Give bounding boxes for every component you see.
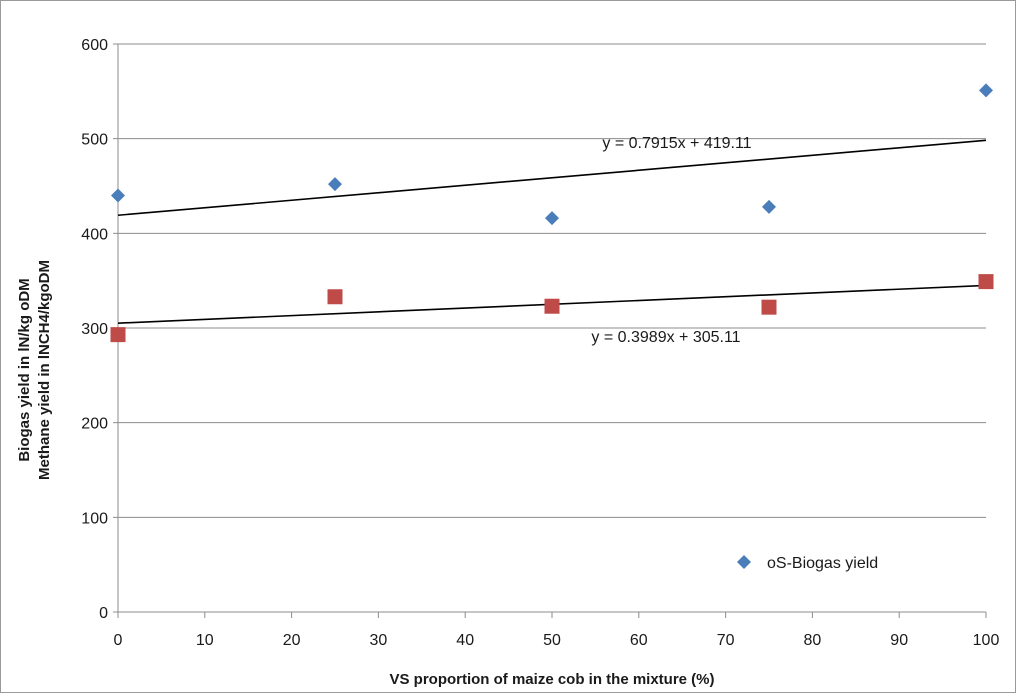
legend-label: oS-Biogas yield <box>767 555 878 572</box>
tick-labels: 0 100 200 300 400 500 600 0 10 20 30 40 50 60 70 80 90 10… <box>81 37 999 649</box>
methane-point <box>544 298 560 314</box>
y-axis-title: Biogas yield in lN/kg oDM Methane yield … <box>16 260 53 480</box>
legend: oS-Biogas yield <box>737 555 878 572</box>
biogas-point <box>545 211 559 226</box>
y-tick-label: 0 <box>99 605 108 622</box>
axes <box>113 43 987 618</box>
x-tick-label: 90 <box>890 632 908 649</box>
trendline-equation-methane: y = 0.3989x + 305.11 <box>591 329 740 346</box>
y-tick-label: 400 <box>81 226 108 243</box>
biogas-point <box>979 83 993 98</box>
x-tick-label: 10 <box>196 632 214 649</box>
x-tick-label: 20 <box>283 632 301 649</box>
y-axis-title-line-1: Biogas yield in lN/kg oDM <box>16 278 33 461</box>
y-tick-label: 300 <box>81 321 108 338</box>
y-tick-label: 200 <box>81 416 108 433</box>
trendline-biogas <box>117 139 987 217</box>
legend-diamond-marker <box>737 555 751 569</box>
x-tick-label: 0 <box>114 632 123 649</box>
biogas-point <box>111 188 125 203</box>
methane-point <box>327 289 343 305</box>
trendline-equation-biogas: y = 0.7915x + 419.11 <box>602 135 751 152</box>
x-tick-label: 80 <box>804 632 822 649</box>
x-tick-label: 100 <box>973 632 1000 649</box>
methane-point <box>761 299 777 315</box>
biogas-point <box>328 177 342 192</box>
gridlines <box>118 43 986 518</box>
y-tick-label: 500 <box>81 132 108 149</box>
x-tick-label: 30 <box>370 632 388 649</box>
biogas-point <box>762 199 776 214</box>
data-points <box>110 83 994 343</box>
x-tick-label: 50 <box>543 632 561 649</box>
x-tick-label: 60 <box>630 632 648 649</box>
x-axis-title: VS proportion of maize cob in the mixtur… <box>389 671 714 688</box>
methane-point <box>978 274 994 290</box>
trendlines <box>117 139 987 324</box>
x-tick-label: 40 <box>456 632 474 649</box>
x-tick-label: 70 <box>717 632 735 649</box>
y-axis-title-line-2: Methane yield in lNCH4/kgoDM <box>36 260 53 480</box>
y-tick-label: 100 <box>81 510 108 527</box>
y-tick-label: 600 <box>81 37 108 54</box>
methane-point <box>110 327 126 343</box>
